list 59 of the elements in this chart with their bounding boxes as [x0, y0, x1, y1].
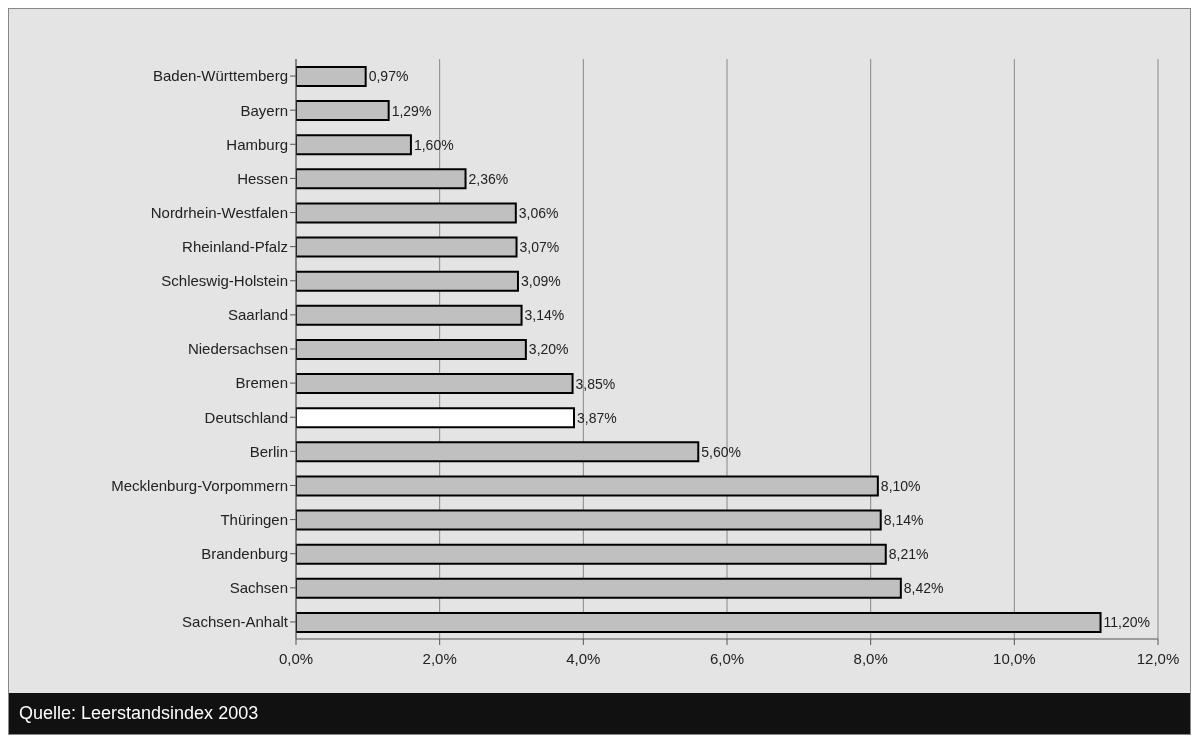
bar [296, 270, 519, 292]
bar [296, 611, 1102, 633]
bar [296, 373, 574, 395]
y-tick-label: Sachsen-Anhalt [182, 613, 289, 631]
bar [296, 168, 467, 190]
x-tick-label: 4,0% [566, 649, 601, 667]
y-tick-label: Mecklenburg-Vorpommern [111, 476, 288, 494]
bar [296, 407, 575, 429]
bar [296, 202, 517, 224]
x-tick-label: 10,0% [993, 649, 1036, 667]
x-tick-label: 2,0% [422, 649, 457, 667]
bar [296, 236, 518, 258]
data-label: 8,10% [880, 477, 921, 494]
x-tick-label: 8,0% [853, 649, 888, 667]
source-note: Quelle: Leerstandsindex 2003 [19, 703, 260, 724]
bar [296, 134, 412, 156]
y-tick-label: Sachsen [229, 579, 288, 597]
y-tick-label: Hamburg [226, 135, 288, 153]
bar [296, 475, 879, 497]
data-label: 3,06% [518, 204, 559, 221]
data-label: 1,29% [391, 102, 432, 119]
data-label: 11,20% [1103, 614, 1150, 631]
bar [296, 441, 700, 463]
data-label: 3,87% [576, 409, 617, 426]
x-tick-label: 0,0% [278, 649, 314, 667]
data-label: 5,60% [701, 443, 741, 460]
bar [296, 543, 887, 565]
y-tick-label: Saarland [227, 306, 288, 324]
y-tick-label: Nordrhein-Westfalen [150, 203, 288, 221]
bar [296, 304, 523, 326]
y-tick-label: Thüringen [220, 510, 288, 528]
data-label: 1,60% [413, 136, 454, 153]
data-label: 3,20% [528, 341, 569, 358]
y-tick-label: Niedersachsen [187, 340, 288, 358]
data-label: 3,85% [575, 375, 616, 392]
y-tick-label: Brandenburg [201, 545, 288, 563]
y-tick-label: Berlin [249, 442, 288, 460]
y-tick-label: Baden-Württemberg [152, 67, 288, 85]
y-tick-label: Hessen [237, 169, 288, 187]
x-tick-label: 12,0% [1136, 649, 1180, 667]
bar [296, 509, 882, 531]
y-tick-label: Bayern [240, 101, 288, 119]
y-tick-label: Schleswig-Holstein [161, 272, 288, 290]
y-tick-label: Deutschland [204, 408, 288, 426]
bar [296, 338, 527, 360]
y-tick-label: Rheinland-Pfalz [182, 237, 288, 255]
data-label: 2,36% [468, 170, 509, 187]
data-label: 3,14% [524, 307, 565, 324]
bar [296, 577, 902, 599]
data-label: 8,42% [903, 580, 944, 597]
bar [296, 66, 367, 87]
data-label: 8,14% [883, 512, 924, 528]
x-tick-label: 6,0% [709, 649, 745, 667]
bar [296, 100, 390, 122]
data-label: 8,21% [888, 546, 929, 563]
data-label: 0,97% [368, 68, 409, 85]
data-label: 3,09% [520, 273, 561, 290]
y-tick-label: Bremen [235, 374, 288, 392]
data-label: 3,07% [519, 239, 560, 256]
